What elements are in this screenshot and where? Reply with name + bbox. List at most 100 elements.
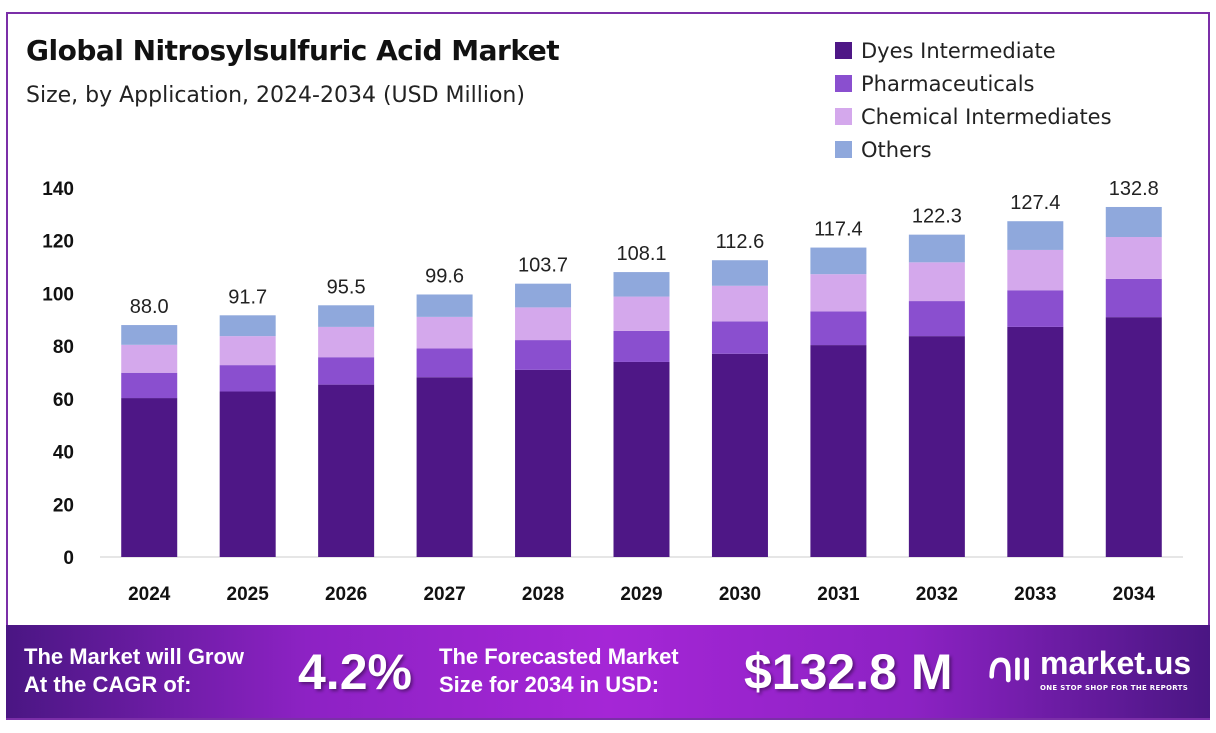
logo-tagline: ONE STOP SHOP FOR THE REPORTS bbox=[1040, 684, 1189, 692]
bar-segment bbox=[711, 285, 768, 322]
bar-segment bbox=[416, 316, 473, 349]
bar-segment bbox=[515, 340, 572, 370]
forecast-label: The Forecasted Market Size for 2034 in US… bbox=[439, 643, 679, 699]
bar-total-label: 122.3 bbox=[912, 206, 962, 228]
forecast-label-line: Size for 2034 in USD: bbox=[439, 672, 660, 697]
bar-segment bbox=[908, 262, 965, 302]
y-tick-label: 120 bbox=[42, 232, 74, 253]
bar-segment bbox=[121, 344, 178, 373]
bar-segment bbox=[515, 283, 572, 308]
bar-segment bbox=[810, 345, 867, 557]
bar-total-label: 103.7 bbox=[518, 255, 568, 277]
bar-segment bbox=[810, 247, 867, 275]
x-tick-label: 2025 bbox=[227, 584, 270, 605]
bar-segment bbox=[1007, 290, 1064, 327]
bar-segment bbox=[416, 348, 473, 378]
bar-segment bbox=[219, 315, 276, 337]
legend: Dyes Intermediate Pharmaceuticals Chemic… bbox=[835, 34, 1112, 166]
bar-segment bbox=[515, 369, 572, 557]
cagr-value: 4.2% bbox=[298, 644, 412, 700]
y-tick-label: 100 bbox=[42, 284, 74, 305]
bar-total-label: 132.8 bbox=[1109, 178, 1159, 200]
bar-total-label: 108.1 bbox=[616, 243, 666, 265]
legend-swatch bbox=[835, 75, 852, 92]
bar-segment bbox=[711, 353, 768, 557]
bar-segment bbox=[810, 311, 867, 346]
bar-segment bbox=[318, 305, 375, 327]
legend-swatch bbox=[835, 108, 852, 125]
x-tick-label: 2026 bbox=[325, 584, 367, 605]
x-tick-label: 2027 bbox=[423, 584, 465, 605]
bar-segment bbox=[908, 234, 965, 263]
chart-title: Global Nitrosylsulfuric Acid Market bbox=[26, 34, 560, 67]
bar-segment bbox=[1007, 221, 1064, 250]
forecast-label-line: The Forecasted Market bbox=[439, 644, 679, 669]
bar-segment bbox=[613, 296, 670, 331]
bar-segment bbox=[1105, 237, 1162, 279]
bar-segment bbox=[613, 330, 670, 362]
bar-segment bbox=[121, 372, 178, 399]
x-tick-label: 2029 bbox=[620, 584, 662, 605]
y-tick-label: 40 bbox=[53, 443, 74, 464]
bar-total-label: 99.6 bbox=[425, 265, 464, 287]
x-tick-label: 2032 bbox=[916, 584, 958, 605]
cagr-label-line: At the CAGR of: bbox=[24, 672, 192, 697]
legend-swatch bbox=[835, 42, 852, 59]
bar-segment bbox=[1105, 317, 1162, 557]
bar-total-label: 88.0 bbox=[130, 296, 169, 318]
bar-segment bbox=[1105, 206, 1162, 238]
bar-segment bbox=[121, 398, 178, 557]
legend-item-others: Others bbox=[835, 133, 1112, 166]
bar-segment bbox=[219, 365, 276, 392]
x-tick-label: 2024 bbox=[128, 584, 171, 605]
bar-segment bbox=[515, 307, 572, 341]
legend-label: Others bbox=[861, 137, 932, 162]
y-tick-label: 60 bbox=[53, 390, 74, 411]
bar-segment bbox=[318, 384, 375, 557]
logo-name: market.us bbox=[1040, 645, 1192, 681]
chart-frame bbox=[6, 12, 1210, 720]
bar-total-label: 91.7 bbox=[228, 286, 267, 308]
y-tick-label: 20 bbox=[53, 495, 74, 516]
bar-total-label: 95.5 bbox=[327, 276, 366, 298]
chart-subtitle: Size, by Application, 2024-2034 (USD Mil… bbox=[26, 83, 525, 108]
bar-segment bbox=[613, 361, 670, 557]
legend-item-dyes: Dyes Intermediate bbox=[835, 34, 1112, 67]
y-tick-label: 0 bbox=[63, 548, 74, 569]
bar-segment bbox=[1007, 326, 1064, 557]
bar-total-label: 127.4 bbox=[1010, 192, 1060, 214]
bar-segment bbox=[219, 391, 276, 557]
legend-label: Pharmaceuticals bbox=[861, 71, 1035, 96]
x-tick-label: 2033 bbox=[1014, 584, 1056, 605]
bar-segment bbox=[318, 326, 375, 358]
legend-item-chemical: Chemical Intermediates bbox=[835, 100, 1112, 133]
cagr-label-line: The Market will Grow bbox=[24, 644, 245, 669]
y-tick-label: 80 bbox=[53, 337, 74, 358]
legend-item-pharma: Pharmaceuticals bbox=[835, 67, 1112, 100]
market-us-logo: market.us ONE STOP SHOP FOR THE REPORTS bbox=[988, 645, 1191, 693]
bar-segment bbox=[219, 336, 276, 366]
x-tick-label: 2031 bbox=[817, 584, 860, 605]
bar-segment bbox=[810, 274, 867, 312]
bar-segment bbox=[711, 321, 768, 354]
legend-swatch bbox=[835, 141, 852, 158]
bar-segment bbox=[416, 294, 473, 317]
bar-total-label: 117.4 bbox=[814, 219, 863, 241]
x-tick-label: 2030 bbox=[719, 584, 761, 605]
bar-segment bbox=[1105, 278, 1162, 318]
bar-segment bbox=[121, 325, 178, 345]
bar-segment bbox=[908, 336, 965, 557]
cagr-label: The Market will Grow At the CAGR of: bbox=[24, 643, 244, 699]
bar-segment bbox=[416, 377, 473, 557]
bar-segment bbox=[613, 272, 670, 297]
bar-chart: 0 20 40 60 80 100 120 140 88.0 2024 91.7 2025 95.5 20… bbox=[42, 178, 1183, 605]
footer-banner: The Market will Grow At the CAGR of: 4.2%… bbox=[6, 625, 1210, 718]
logo-icon bbox=[989, 657, 1029, 683]
forecast-value: $132.8 M bbox=[744, 644, 953, 700]
x-tick-label: 2034 bbox=[1113, 584, 1156, 605]
logo-text: market.us ONE STOP SHOP FOR THE REPORTS bbox=[1040, 645, 1191, 693]
bar-total-label: 112.6 bbox=[716, 231, 765, 253]
x-tick-label: 2028 bbox=[522, 584, 564, 605]
bar-segment bbox=[908, 301, 965, 337]
bar-segment bbox=[318, 357, 375, 385]
